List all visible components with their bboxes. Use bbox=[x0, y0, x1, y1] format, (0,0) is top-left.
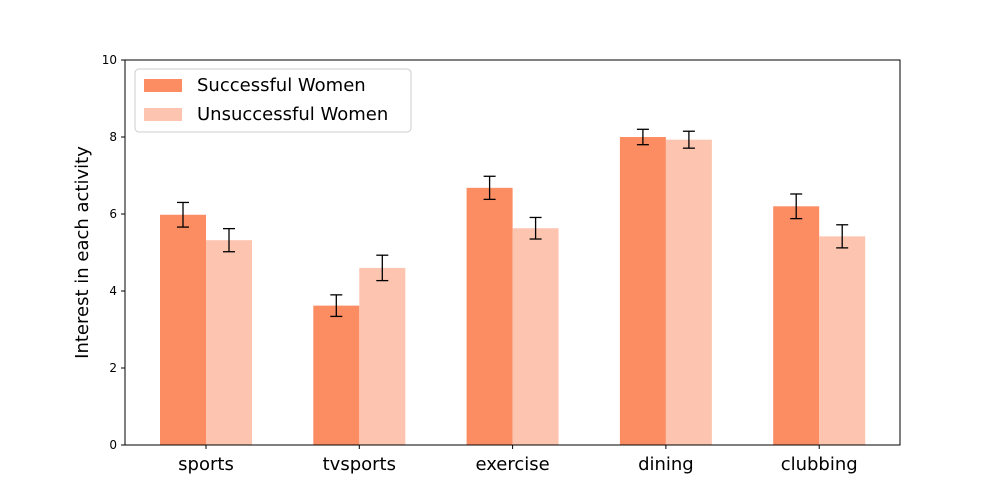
bar-tvsports-unsuccessful bbox=[359, 267, 406, 445]
legend-label-unsuccessful: Unsuccessful Women bbox=[197, 104, 388, 125]
bars-layer bbox=[160, 137, 866, 445]
y-tick-label: 8 bbox=[109, 130, 117, 144]
y-tick-label: 4 bbox=[109, 284, 117, 298]
error-bars-layer bbox=[177, 128, 849, 318]
y-axis-title: Interest in each activity bbox=[72, 146, 93, 359]
x-tick-label-tvsports: tvsports bbox=[323, 454, 396, 475]
x-tick-label-sports: sports bbox=[178, 454, 234, 475]
bar-clubbing-unsuccessful bbox=[819, 236, 866, 445]
legend-swatch-unsuccessful bbox=[144, 108, 182, 121]
legend-box bbox=[134, 68, 412, 133]
bar-exercise-unsuccessful bbox=[512, 228, 559, 445]
x-tick-label-dining: dining bbox=[638, 454, 694, 475]
y-tick-label: 2 bbox=[109, 361, 117, 375]
bar-tvsports-successful bbox=[313, 305, 360, 445]
y-tick-label: 6 bbox=[109, 207, 117, 221]
y-tick-label: 0 bbox=[109, 438, 117, 452]
bar-exercise-successful bbox=[466, 187, 513, 445]
bar-sports-unsuccessful bbox=[206, 240, 252, 445]
legend: Successful Women Unsuccessful Women bbox=[134, 68, 412, 133]
x-tick-label-clubbing: clubbing bbox=[781, 454, 858, 475]
bar-sports-successful bbox=[160, 214, 206, 445]
y-tick-label: 10 bbox=[102, 53, 117, 67]
bar-dining-successful bbox=[619, 137, 666, 445]
y-axis: 0 2 4 6 8 10 bbox=[102, 53, 125, 452]
legend-swatch-successful bbox=[144, 79, 182, 92]
bar-clubbing-successful bbox=[773, 206, 820, 445]
legend-label-successful: Successful Women bbox=[197, 75, 366, 96]
x-tick-label-exercise: exercise bbox=[475, 454, 549, 475]
bar-dining-unsuccessful bbox=[665, 139, 712, 445]
x-axis: sports tvsports exercise dining clubbing bbox=[178, 445, 858, 475]
